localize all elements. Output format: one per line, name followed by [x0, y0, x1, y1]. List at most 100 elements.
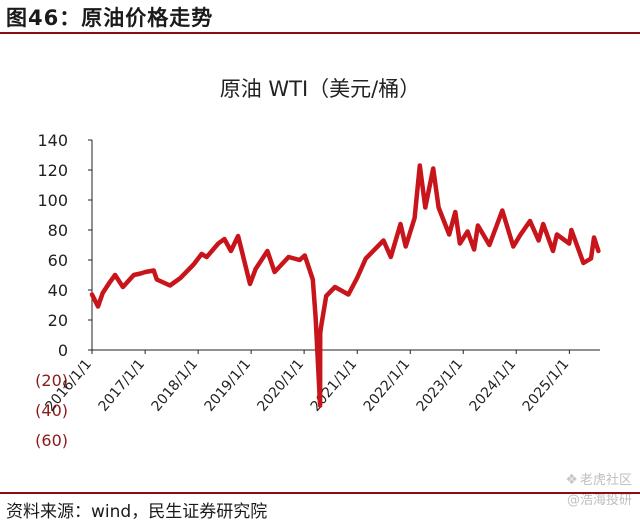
data-point	[459, 243, 461, 244]
y-tick-label: 0	[58, 341, 68, 360]
data-point	[201, 253, 203, 255]
bottom-divider	[0, 492, 640, 494]
data-point	[249, 283, 251, 285]
data-point	[193, 264, 195, 265]
data-point	[140, 273, 142, 274]
x-tick-label: 2018/1/1	[149, 356, 202, 414]
data-point	[520, 234, 522, 235]
data-point	[255, 268, 257, 270]
data-point	[206, 256, 208, 258]
data-point	[91, 294, 93, 295]
data-point	[299, 259, 301, 261]
data-point	[512, 246, 514, 247]
data-point	[266, 250, 268, 252]
chart-title: 原油 WTI（美元/桶）	[220, 77, 421, 101]
data-point	[383, 240, 384, 241]
data-point	[320, 325, 322, 327]
data-point	[347, 294, 349, 295]
data-point	[593, 237, 595, 238]
data-point	[432, 168, 434, 169]
data-point	[467, 231, 469, 232]
data-point	[424, 207, 426, 208]
data-point	[133, 274, 135, 276]
data-point	[223, 238, 225, 240]
data-point	[438, 207, 440, 208]
figure-title: 图46：原油价格走势	[6, 6, 214, 30]
x-tick-label: 2025/1/1	[520, 356, 573, 414]
data-point	[230, 250, 232, 252]
data-point	[109, 282, 111, 283]
data-point	[454, 211, 456, 213]
data-point	[488, 244, 490, 246]
data-point	[315, 316, 317, 318]
y-tick-label: 100	[37, 191, 68, 210]
data-point	[217, 243, 219, 244]
data-point	[529, 220, 531, 222]
y-tick-label: (40)	[35, 401, 68, 420]
watermark-line2: @浩海投研	[566, 493, 632, 508]
data-point	[400, 223, 401, 225]
y-tick-label: (20)	[35, 371, 68, 390]
y-tick-label: 40	[48, 281, 68, 300]
data-point	[144, 271, 146, 273]
x-tick-label: 2023/1/1	[414, 356, 467, 414]
data-point	[448, 234, 450, 235]
watermark: ❖ 老虎社区 @浩海投研	[565, 470, 632, 511]
y-tick-label: 140	[37, 131, 68, 150]
data-point	[405, 246, 407, 247]
data-point	[304, 255, 306, 256]
data-point	[542, 223, 544, 225]
data-point	[365, 258, 367, 259]
y-tick-label: (60)	[35, 431, 68, 450]
data-point	[582, 262, 584, 264]
source-note: 资料来源：wind，民生证券研究院	[6, 502, 268, 522]
x-tick-label: 2019/1/1	[202, 356, 255, 414]
data-point	[356, 277, 358, 279]
y-tick-label: 80	[48, 221, 68, 240]
data-point	[477, 225, 479, 226]
data-point	[597, 250, 599, 252]
data-point	[501, 210, 503, 211]
x-tick-label: 2024/1/1	[467, 356, 520, 414]
data-point	[419, 165, 421, 166]
data-point	[274, 271, 276, 273]
x-tick-label: 2020/1/1	[254, 356, 307, 414]
top-divider	[0, 32, 640, 34]
data-point	[169, 285, 171, 286]
data-point	[334, 286, 336, 288]
data-point	[156, 279, 158, 280]
data-point	[288, 256, 290, 258]
y-axis-ticks: 140 120 100 80 60 40 20 0 (20) (40) (60)	[35, 131, 92, 450]
data-point	[568, 243, 570, 244]
series-layer	[89, 163, 601, 408]
data-point	[312, 279, 314, 280]
data-point	[570, 229, 572, 231]
data-point	[414, 217, 416, 219]
data-point	[590, 258, 592, 259]
tiger-icon: ❖	[565, 472, 578, 488]
x-tick-label: 2017/1/1	[96, 356, 149, 414]
data-point	[237, 235, 239, 237]
y-tick-label: 20	[48, 311, 68, 330]
y-tick-label: 60	[48, 251, 68, 270]
x-tick-label: 2022/1/1	[361, 356, 414, 414]
data-point	[552, 250, 554, 252]
data-point	[122, 286, 124, 288]
data-point	[473, 249, 475, 250]
data-point	[97, 306, 99, 307]
data-point	[114, 274, 116, 276]
watermark-line1: 老虎社区	[579, 473, 632, 488]
x-tick-label: 2021/1/1	[308, 356, 361, 414]
data-point	[325, 295, 327, 297]
data-point	[538, 240, 540, 241]
data-point	[153, 270, 155, 271]
data-point	[102, 292, 104, 294]
data-point	[179, 277, 181, 279]
data-point	[390, 256, 392, 258]
data-point	[319, 405, 321, 406]
x-axis-ticks: 2016/1/1 2017/1/1 2018/1/1 2019/1/1 2020/1/1…	[42, 350, 572, 415]
data-point	[556, 234, 558, 235]
y-tick-label: 120	[37, 161, 68, 180]
data-point	[319, 333, 321, 334]
